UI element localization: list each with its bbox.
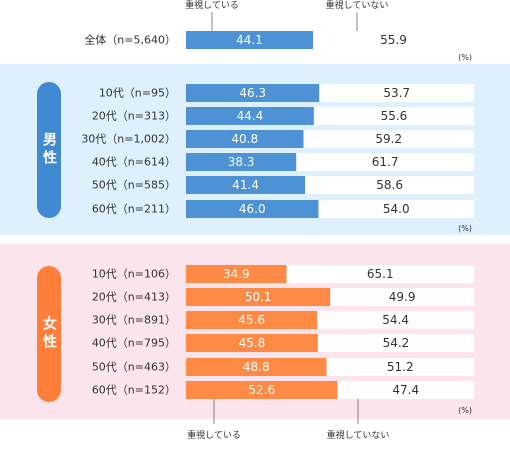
category-label: 50代（n=463） <box>92 361 176 374</box>
value-label-emphasized: 34.9 <box>223 267 250 281</box>
bar-emphasized <box>186 200 319 218</box>
value-label-not-emphasized: 54.2 <box>383 336 410 350</box>
legend-bottom-left: 重視している <box>187 429 241 441</box>
unit-label-male: (%) <box>458 224 472 233</box>
value-label-emphasized: 46.0 <box>239 202 266 216</box>
unit-label-female: (%) <box>458 406 472 415</box>
bar-emphasized <box>186 334 318 352</box>
value-label-emphasized: 44.1 <box>236 33 263 47</box>
category-label: 20代（n=413） <box>92 291 176 304</box>
bar-not-emphasized <box>337 381 474 399</box>
category-label: 40代（n=795） <box>92 337 176 350</box>
value-label-not-emphasized: 51.2 <box>387 360 414 374</box>
value-label-not-emphasized: 58.6 <box>376 178 403 192</box>
bar-not-emphasized <box>313 31 474 49</box>
unit-label-all: (%) <box>458 53 472 62</box>
bar-emphasized <box>186 265 287 283</box>
bar-not-emphasized <box>305 176 474 194</box>
bar-emphasized <box>186 130 304 148</box>
category-label: 10代（n=106） <box>92 268 176 281</box>
category-label: 60代（n=211） <box>92 203 176 216</box>
male-group-pill <box>37 82 61 218</box>
value-label-not-emphasized: 47.4 <box>392 383 419 397</box>
value-label-emphasized: 46.3 <box>239 86 266 100</box>
bar-emphasized <box>186 31 314 49</box>
value-label-emphasized: 50.1 <box>245 290 272 304</box>
bar-emphasized <box>186 288 331 306</box>
category-label: 50代（n=585） <box>92 179 176 192</box>
legend-top-left: 重視している <box>185 0 239 11</box>
value-label-emphasized: 40.8 <box>231 132 258 146</box>
bar-rows: 全体（n=5,640） 44.1 55.9 10代（n=95） 46.3 53.7 20代（… <box>81 31 474 399</box>
value-label-not-emphasized: 59.2 <box>375 132 402 146</box>
bar-not-emphasized <box>326 358 474 376</box>
category-label: 40代（n=614） <box>92 156 176 169</box>
value-label-emphasized: 48.8 <box>243 360 270 374</box>
bar-not-emphasized <box>317 311 474 329</box>
category-label: 全体（n=5,640） <box>84 33 176 47</box>
male-group-label: 男性 <box>41 132 57 168</box>
value-label-not-emphasized: 53.7 <box>383 86 410 100</box>
legend-top-right: 重視していない <box>326 0 389 11</box>
value-label-not-emphasized: 54.0 <box>383 202 410 216</box>
value-label-not-emphasized: 65.1 <box>367 267 394 281</box>
value-label-emphasized: 45.6 <box>238 313 265 327</box>
value-label-emphasized: 44.4 <box>237 109 264 123</box>
category-label: 20代（n=313） <box>92 110 176 123</box>
bar-not-emphasized <box>303 130 474 148</box>
bar-emphasized <box>186 84 320 102</box>
value-label-not-emphasized: 55.6 <box>381 109 408 123</box>
value-label-not-emphasized: 49.9 <box>389 290 416 304</box>
bar-emphasized <box>186 381 338 399</box>
bar-emphasized <box>186 311 318 329</box>
bar-emphasized <box>186 107 314 125</box>
category-label: 30代（n=1,002） <box>81 133 176 146</box>
value-label-not-emphasized: 54.4 <box>382 313 409 327</box>
bar-emphasized <box>186 153 297 171</box>
value-label-emphasized: 52.6 <box>248 383 275 397</box>
bar-not-emphasized <box>319 84 474 102</box>
value-label-emphasized: 45.8 <box>239 336 266 350</box>
value-label-not-emphasized: 61.7 <box>372 155 399 169</box>
value-label-emphasized: 41.4 <box>232 178 259 192</box>
bar-not-emphasized <box>286 265 474 283</box>
bar-emphasized <box>186 176 306 194</box>
bar-not-emphasized <box>313 107 474 125</box>
category-label: 10代（n=95） <box>99 87 176 100</box>
bar-not-emphasized <box>317 334 474 352</box>
category-label: 30代（n=891） <box>92 314 176 327</box>
legend-bottom-right: 重視していない <box>327 429 390 441</box>
bar-emphasized <box>186 358 327 376</box>
female-group-pill <box>37 266 61 402</box>
female-group-label: 女性 <box>41 315 57 352</box>
category-label: 60代（n=152） <box>92 384 176 397</box>
bar-not-emphasized <box>318 200 474 218</box>
value-label-emphasized: 38.3 <box>228 155 255 169</box>
value-label-not-emphasized: 55.9 <box>380 33 407 47</box>
bar-not-emphasized <box>330 288 474 306</box>
bar-not-emphasized <box>296 153 474 171</box>
